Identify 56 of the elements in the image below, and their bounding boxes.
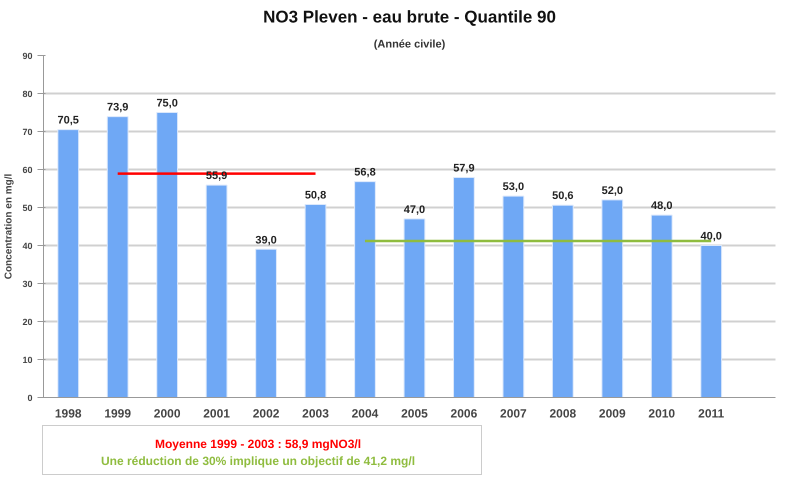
data-label: 47,0 [404,204,426,216]
bar [106,116,129,398]
y-tick-label: 10 [22,355,33,365]
data-label: 73,9 [106,102,128,114]
bar [552,204,574,398]
y-tick-label: 80 [22,89,33,99]
y-tick-label: 0 [27,393,33,403]
x-tick-label: 2009 [598,406,626,420]
y-tick-label: 60 [22,165,33,175]
bar [502,196,524,398]
x-tick-label: 2010 [648,406,676,420]
data-label: 40,0 [700,230,722,242]
x-tick-label: 2002 [252,406,280,420]
bar [156,112,178,398]
text: Moyenne 1999 - 2003 : 58,9 mgNO3/l [154,436,362,453]
data-label: 48,0 [651,200,672,212]
bar [404,218,426,398]
bar [206,184,228,398]
x-tick-label: 2000 [154,406,181,420]
data-label: 39,0 [255,234,277,246]
y-tick-label: 90 [22,51,33,61]
x-tick-label: 2007 [500,406,528,420]
x-tick-label: 2003 [302,406,330,420]
x-tick-label: 2011 [698,406,725,420]
bar [453,176,475,398]
x-tick-label: 2006 [450,406,478,420]
bar [255,248,277,398]
data-label: 70,5 [58,114,79,127]
bar [650,214,673,398]
y-tick-label: 20 [22,317,33,327]
bar [700,245,722,398]
y-axis-title: Concentration en mg/l [3,174,14,280]
data-label: 52,0 [602,184,623,197]
text: Une réduction de 30% implique un objectif de 41,2 mg/l [100,453,416,470]
bar [354,181,376,398]
y-tick-label: 70 [22,127,33,137]
bar [304,204,326,398]
bar [57,129,80,398]
x-tick-label: 1998 [54,406,82,420]
data-label: 56,8 [354,166,376,179]
x-tick-label: 2008 [549,406,576,420]
y-tick-label: 40 [22,241,33,251]
data-label: 50,8 [304,189,326,202]
x-tick-label: 2001 [203,406,230,420]
data-label: 57,9 [453,162,475,174]
x-tick-label: 2004 [352,406,379,420]
x-tick-label: 1999 [104,406,132,420]
x-tick-label: 2005 [401,406,428,420]
data-label: 75,0 [156,98,178,110]
y-tick-label: 50 [22,203,33,213]
data-label: 50,6 [552,190,574,202]
bar [601,199,624,398]
chart-subtitle: (Année civile) [374,38,446,50]
data-label: 53,0 [502,181,524,194]
chart-title: NO3 Pleven - eau brute - Quantile 90 [263,8,556,26]
y-tick-label: 30 [22,279,33,289]
